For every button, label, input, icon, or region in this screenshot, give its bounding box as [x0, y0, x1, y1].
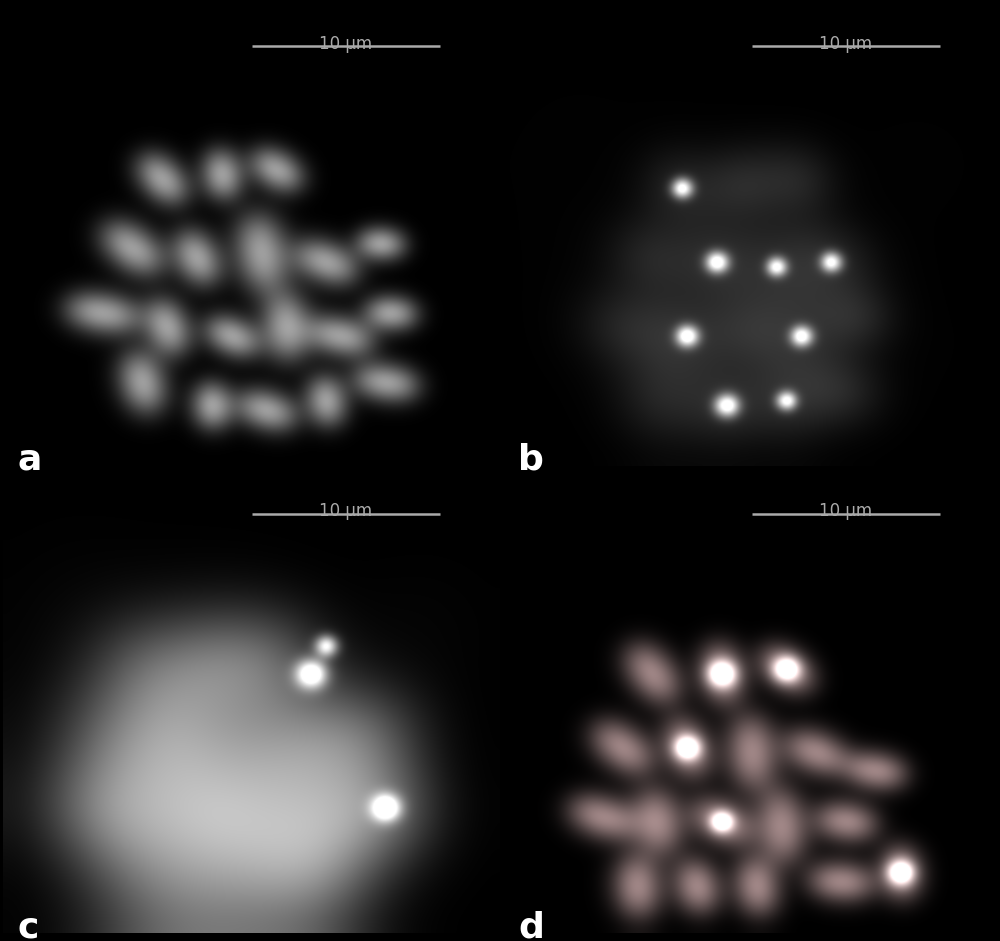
Text: d: d: [518, 911, 544, 941]
Text: 10 μm: 10 μm: [819, 35, 872, 53]
Text: b: b: [518, 443, 544, 477]
Text: 10 μm: 10 μm: [819, 502, 872, 520]
Text: c: c: [18, 911, 39, 941]
Text: 10 μm: 10 μm: [319, 502, 372, 520]
Text: 10 μm: 10 μm: [319, 35, 372, 53]
Text: a: a: [18, 443, 42, 477]
